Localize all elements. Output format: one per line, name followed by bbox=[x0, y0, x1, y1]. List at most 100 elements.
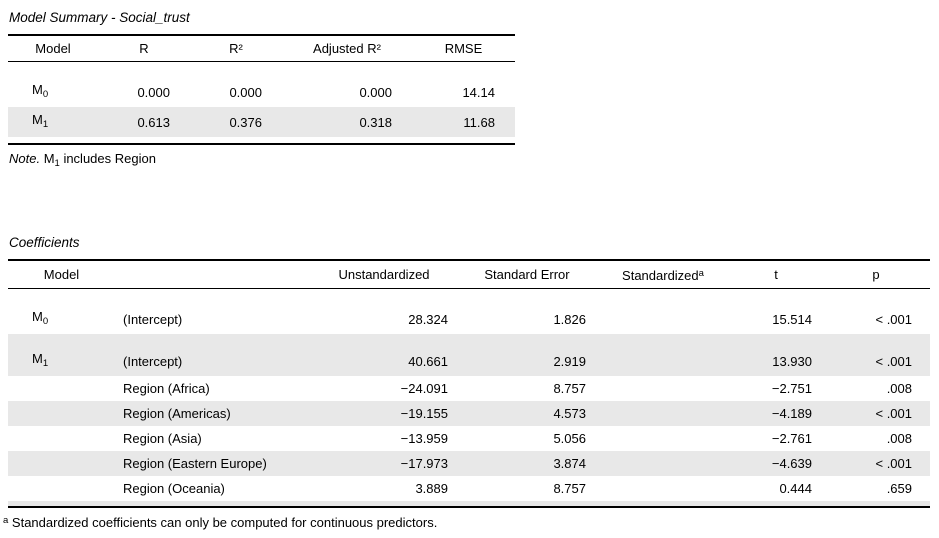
cell-r2: 0.376 bbox=[229, 114, 262, 130]
cell-unstandardized: −19.155 bbox=[400, 406, 448, 421]
model-label-subscript: 1 bbox=[42, 119, 49, 130]
cell-standard-error: 8.757 bbox=[553, 481, 586, 496]
col-header-r: R bbox=[98, 35, 190, 62]
cell-t: −2.761 bbox=[771, 431, 812, 446]
cell-standardized bbox=[596, 376, 730, 401]
cell-standard-error: 5.056 bbox=[553, 431, 586, 446]
col-header-standard-error: Standard Error bbox=[458, 260, 596, 289]
model-label-subscript: 0 bbox=[42, 316, 49, 327]
col-header-p: p bbox=[822, 260, 930, 289]
cell-standard-error: 1.826 bbox=[553, 311, 586, 327]
model-label: M bbox=[32, 351, 43, 366]
model-label: M bbox=[32, 112, 43, 127]
model-cell bbox=[8, 401, 115, 426]
cell-rmse: 11.68 bbox=[463, 114, 495, 130]
cell-p: < .001 bbox=[875, 353, 912, 369]
table-bottom-spacer bbox=[8, 137, 515, 144]
note-text: M bbox=[40, 151, 55, 166]
model-cell bbox=[8, 451, 115, 476]
model-cell: M1 bbox=[8, 107, 98, 137]
col-header-r2: R² bbox=[190, 35, 282, 62]
model-label-subscript: 1 bbox=[42, 358, 49, 369]
model-summary-section: Model Summary - Social_trust Model R R² … bbox=[8, 8, 931, 171]
cell-adjusted-r2: 0.000 bbox=[359, 84, 392, 100]
note-text: includes Region bbox=[59, 151, 156, 166]
cell-standard-error: 2.919 bbox=[553, 353, 586, 369]
cell-unstandardized: 3.889 bbox=[415, 481, 448, 496]
cell-standardized bbox=[596, 451, 730, 476]
model-cell bbox=[8, 426, 115, 451]
cell-p: < .001 bbox=[875, 311, 912, 327]
cell-standard-error: 4.573 bbox=[553, 406, 586, 421]
table-row-region-africa: Region (Africa) −24.091 8.757 −2.751 .00… bbox=[8, 376, 930, 401]
cell-standard-error: 8.757 bbox=[553, 381, 586, 396]
col-header-t: t bbox=[730, 260, 822, 289]
model-summary-header-row: Model R R² Adjusted R² RMSE bbox=[8, 35, 515, 62]
cell-t: −2.751 bbox=[771, 381, 812, 396]
table-row-m0: M0 0.000 0.000 0.000 14.14 bbox=[8, 62, 515, 108]
cell-t: 0.444 bbox=[779, 481, 812, 496]
col-header-term bbox=[115, 260, 310, 289]
cell-standardized bbox=[596, 401, 730, 426]
table-row-m0-intercept: M0 (Intercept) 28.324 1.826 15.514 < .00… bbox=[8, 289, 930, 335]
cell-t: −4.639 bbox=[771, 456, 812, 471]
cell-p: .659 bbox=[886, 481, 912, 496]
cell-t: 13.930 bbox=[772, 353, 812, 369]
coefficients-header-row: Model Unstandardized Standard Error Stan… bbox=[8, 260, 930, 289]
cell-unstandardized: −24.091 bbox=[400, 381, 448, 396]
cell-unstandardized: 40.661 bbox=[408, 353, 448, 369]
col-header-standardized: Standardizeda bbox=[596, 260, 730, 289]
cell-term: Region (Asia) bbox=[123, 431, 202, 446]
note-prefix: Note. bbox=[9, 151, 41, 166]
cell-standard-error: 3.874 bbox=[553, 456, 586, 471]
cell-adjusted-r2: 0.318 bbox=[359, 114, 392, 130]
cell-unstandardized: 28.324 bbox=[408, 311, 448, 327]
model-cell bbox=[8, 476, 115, 501]
model-summary-table: Model R R² Adjusted R² RMSE M0 0.000 0.0… bbox=[8, 34, 515, 145]
col-header-model: Model bbox=[8, 35, 98, 62]
model-label-subscript: 0 bbox=[42, 89, 49, 100]
cell-t: 15.514 bbox=[772, 311, 812, 327]
model-cell: M0 bbox=[8, 62, 98, 108]
cell-standardized bbox=[596, 334, 730, 376]
cell-term: Region (Americas) bbox=[123, 406, 231, 421]
cell-t: −4.189 bbox=[771, 406, 812, 421]
coefficients-section: Coefficients Model Unstandardized Standa… bbox=[3, 233, 931, 530]
cell-r2: 0.000 bbox=[229, 84, 262, 100]
table-row-region-oceania: Region (Oceania) 3.889 8.757 0.444 .659 bbox=[8, 476, 930, 501]
cell-unstandardized: −17.973 bbox=[400, 456, 448, 471]
model-cell: M1 bbox=[8, 334, 115, 376]
model-summary-note: Note. M1 includes Region bbox=[8, 145, 931, 171]
cell-term: Region (Eastern Europe) bbox=[123, 456, 267, 471]
cell-rmse: 14.14 bbox=[462, 84, 495, 100]
cell-term: (Intercept) bbox=[123, 311, 183, 327]
table-row-m1-intercept: M1 (Intercept) 40.661 2.919 13.930 < .00… bbox=[8, 334, 930, 376]
standardized-label: Standardized bbox=[622, 268, 699, 283]
model-cell: M0 bbox=[8, 289, 115, 335]
cell-p: < .001 bbox=[875, 406, 912, 421]
cell-r: 0.613 bbox=[137, 114, 170, 130]
coefficients-footnote: a Standardized coefficients can only be … bbox=[3, 508, 931, 530]
cell-standardized bbox=[596, 426, 730, 451]
cell-standardized bbox=[596, 289, 730, 335]
col-header-unstandardized: Unstandardized bbox=[310, 260, 458, 289]
cell-p: < .001 bbox=[875, 456, 912, 471]
cell-term: Region (Oceania) bbox=[123, 481, 225, 496]
cell-term: (Intercept) bbox=[123, 353, 183, 369]
cell-standardized bbox=[596, 476, 730, 501]
cell-p: .008 bbox=[886, 431, 912, 446]
table-bottom-spacer bbox=[8, 501, 930, 507]
col-header-rmse: RMSE bbox=[412, 35, 515, 62]
model-label: M bbox=[32, 309, 43, 324]
coefficients-table: Model Unstandardized Standard Error Stan… bbox=[8, 259, 930, 508]
table-row-region-eastern-europe: Region (Eastern Europe) −17.973 3.874 −4… bbox=[8, 451, 930, 476]
model-cell bbox=[8, 376, 115, 401]
col-header-model: Model bbox=[8, 260, 115, 289]
cell-unstandardized: −13.959 bbox=[400, 431, 448, 446]
table-row-region-americas: Region (Americas) −19.155 4.573 −4.189 <… bbox=[8, 401, 930, 426]
note-subscript: 1 bbox=[54, 158, 60, 169]
standardized-superscript: a bbox=[698, 268, 704, 279]
cell-term: Region (Africa) bbox=[123, 381, 210, 396]
cell-r: 0.000 bbox=[137, 84, 170, 100]
